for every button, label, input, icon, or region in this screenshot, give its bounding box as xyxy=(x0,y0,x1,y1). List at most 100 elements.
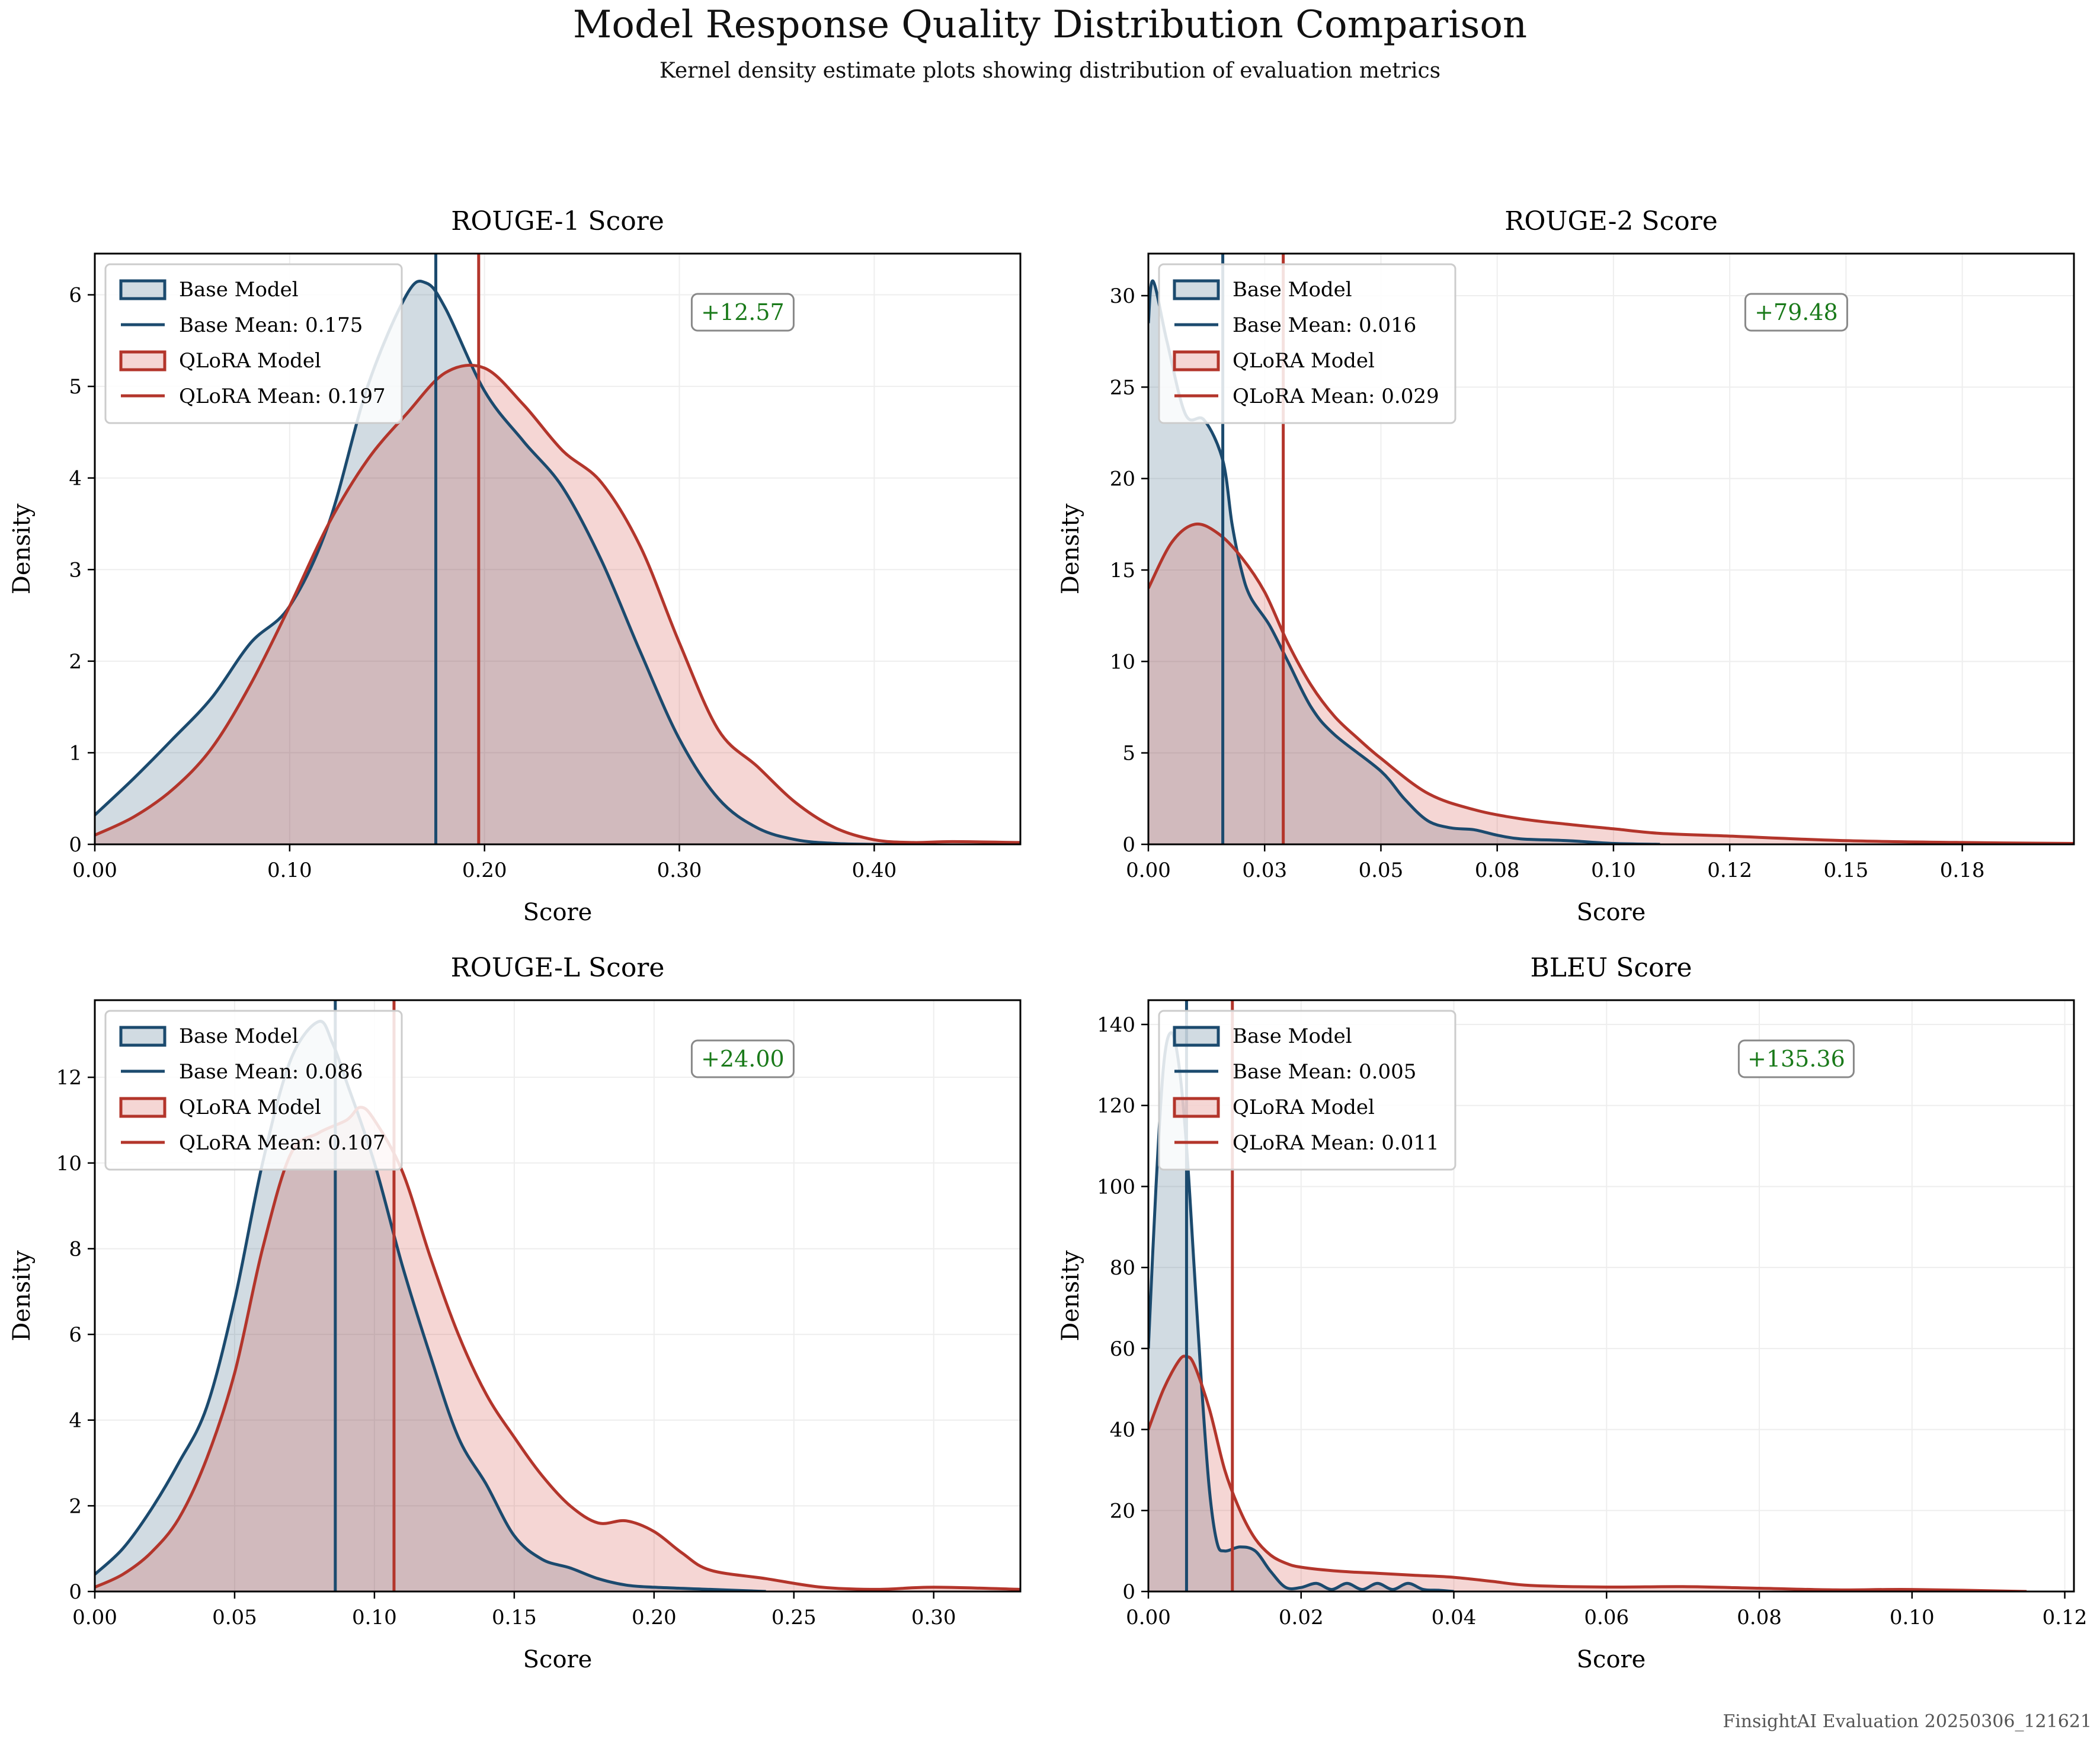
legend-swatch-base xyxy=(1173,1026,1220,1047)
figure-title: Model Response Quality Distribution Comp… xyxy=(572,3,1528,47)
legend-label: QLoRA Mean: 0.197 xyxy=(179,385,386,408)
x-tick-label: 0.00 xyxy=(72,859,117,882)
density-area-qlora xyxy=(95,365,1020,844)
axes-frame xyxy=(94,252,1022,846)
x-tick-label: 0.08 xyxy=(1737,1606,1782,1629)
legend-swatch-qlora xyxy=(1173,1097,1220,1118)
legend-label: Base Model xyxy=(1233,1024,1352,1048)
x-tick-label: 0.12 xyxy=(1707,859,1752,882)
legend-box xyxy=(1158,263,1456,424)
x-tick-label: 0.15 xyxy=(1824,859,1869,882)
figure-subtitle: Kernel density estimate plots showing di… xyxy=(659,59,1441,83)
legend-swatch-qlora xyxy=(1173,350,1220,372)
legend-box xyxy=(104,1010,403,1171)
y-tick-label: 10 xyxy=(1110,650,1135,674)
y-tick-label: 0 xyxy=(69,833,82,857)
subplot-title: BLEU Score xyxy=(1530,953,1692,983)
y-tick-label: 2 xyxy=(69,1494,82,1518)
y-tick-label: 12 xyxy=(56,1066,82,1090)
x-tick-label: 0.12 xyxy=(2043,1606,2088,1629)
x-tick-label: 0.10 xyxy=(1591,859,1636,882)
x-tick-label: 0.00 xyxy=(1126,1606,1171,1629)
y-tick-label: 25 xyxy=(1110,376,1135,399)
density-line-qlora xyxy=(95,363,1020,844)
y-tick-label: 2 xyxy=(69,650,82,674)
density-line-qlora xyxy=(1148,1354,2027,1592)
density-area-qlora xyxy=(1148,1356,2027,1592)
legend-swatch-base xyxy=(119,279,167,300)
y-tick-label: 6 xyxy=(69,284,82,308)
improvement-badge xyxy=(1737,1039,1855,1078)
legend-swatch-qlora xyxy=(119,1097,167,1118)
x-tick-label: 0.06 xyxy=(1584,1606,1629,1629)
density-area-qlora xyxy=(95,1107,1020,1592)
x-tick-label: 0.08 xyxy=(1475,859,1520,882)
improvement-label: +24.00 xyxy=(701,1046,785,1072)
x-tick-label: 0.20 xyxy=(462,859,507,882)
legend-label: QLoRA Mean: 0.011 xyxy=(1233,1131,1439,1155)
x-tick-label: 0.02 xyxy=(1279,1606,1324,1629)
subplot-1: 0.00 0.10 0.20 0.30 0.40 0 1 2 3 4 5 6 ROUGE-1 Score… xyxy=(8,206,1022,926)
legend-label: QLoRA Model xyxy=(1233,1096,1375,1119)
improvement-label: +12.57 xyxy=(701,299,785,325)
plot-area xyxy=(95,254,1020,844)
y-tick-label: 20 xyxy=(1110,1499,1135,1523)
density-area-base xyxy=(95,281,914,844)
x-tick-label: 0.00 xyxy=(1126,859,1171,882)
x-tick-label: 0.05 xyxy=(1359,859,1404,882)
improvement-badge xyxy=(690,293,795,332)
y-tick-label: 40 xyxy=(1110,1418,1135,1442)
y-axis-label: Density xyxy=(1057,503,1084,594)
legend-label: Base Mean: 0.016 xyxy=(1233,313,1416,337)
y-axis-label: Density xyxy=(8,1250,36,1341)
y-axis-label: Density xyxy=(1057,1250,1084,1341)
x-tick-label: 0.05 xyxy=(212,1606,257,1629)
legend-label: Base Mean: 0.175 xyxy=(179,313,363,337)
legend-label: Base Mean: 0.005 xyxy=(1233,1060,1416,1084)
x-tick-label: 0.10 xyxy=(1890,1606,1935,1629)
legend-label: Base Model xyxy=(179,1024,299,1048)
y-tick-label: 1 xyxy=(69,741,82,765)
legend-label: Base Model xyxy=(179,278,299,302)
axes-frame xyxy=(94,999,1022,1593)
legend-box xyxy=(104,263,403,424)
x-tick-label: 0.18 xyxy=(1940,859,1985,882)
legend-swatch-qlora xyxy=(119,350,167,372)
y-tick-label: 100 xyxy=(1097,1175,1135,1199)
legend-label: QLoRA Mean: 0.029 xyxy=(1233,385,1439,408)
y-tick-label: 3 xyxy=(69,558,82,582)
y-tick-label: 10 xyxy=(56,1152,82,1176)
legend-label: QLoRA Mean: 0.107 xyxy=(179,1131,386,1155)
footer-watermark: FinsightAI Evaluation 20250306_121621 xyxy=(1723,1711,2092,1732)
y-tick-label: 140 xyxy=(1097,1013,1135,1037)
axes-frame xyxy=(1147,999,2075,1593)
x-axis-label: Score xyxy=(523,1646,593,1673)
y-tick-label: 80 xyxy=(1110,1256,1135,1280)
subplot-3: 0.00 0.05 0.10 0.15 0.20 0.25 0.30 0 2 4 6 8 10 12 ROU… xyxy=(8,953,1022,1673)
legend-label: QLoRA Model xyxy=(179,1096,321,1119)
y-tick-label: 60 xyxy=(1110,1337,1135,1361)
legend-label: QLoRA Model xyxy=(179,349,321,373)
y-tick-label: 30 xyxy=(1110,284,1135,308)
legend: Base Model Base Mean: 0.005 QLoRA Model QLo… xyxy=(1158,1010,1456,1171)
legend-label: Base Mean: 0.086 xyxy=(179,1060,363,1084)
subplot-2: 0.00 0.03 0.05 0.08 0.10 0.12 0.15 0.18 0 5 10 15 20… xyxy=(1057,206,2075,926)
legend: Base Model Base Mean: 0.086 QLoRA Model QLo… xyxy=(104,1010,403,1171)
subplot-title: ROUGE-L Score xyxy=(451,953,665,983)
x-tick-label: 0.30 xyxy=(657,859,702,882)
y-axis-label: Density xyxy=(8,503,36,594)
y-tick-label: 5 xyxy=(69,375,82,399)
subplot-title: ROUGE-2 Score xyxy=(1504,206,1718,236)
legend-label: Base Model xyxy=(1233,278,1352,302)
legend-label: QLoRA Model xyxy=(1233,349,1375,373)
x-tick-label: 0.04 xyxy=(1432,1606,1477,1629)
improvement-badge xyxy=(1744,293,1848,332)
x-tick-label: 0.40 xyxy=(852,859,897,882)
y-tick-label: 20 xyxy=(1110,467,1135,491)
x-tick-label: 0.20 xyxy=(632,1606,677,1629)
density-line-qlora xyxy=(1148,522,2074,844)
y-tick-label: 4 xyxy=(69,467,82,491)
y-tick-label: 0 xyxy=(69,1580,82,1604)
y-tick-label: 6 xyxy=(69,1323,82,1347)
y-tick-label: 0 xyxy=(1122,833,1135,857)
